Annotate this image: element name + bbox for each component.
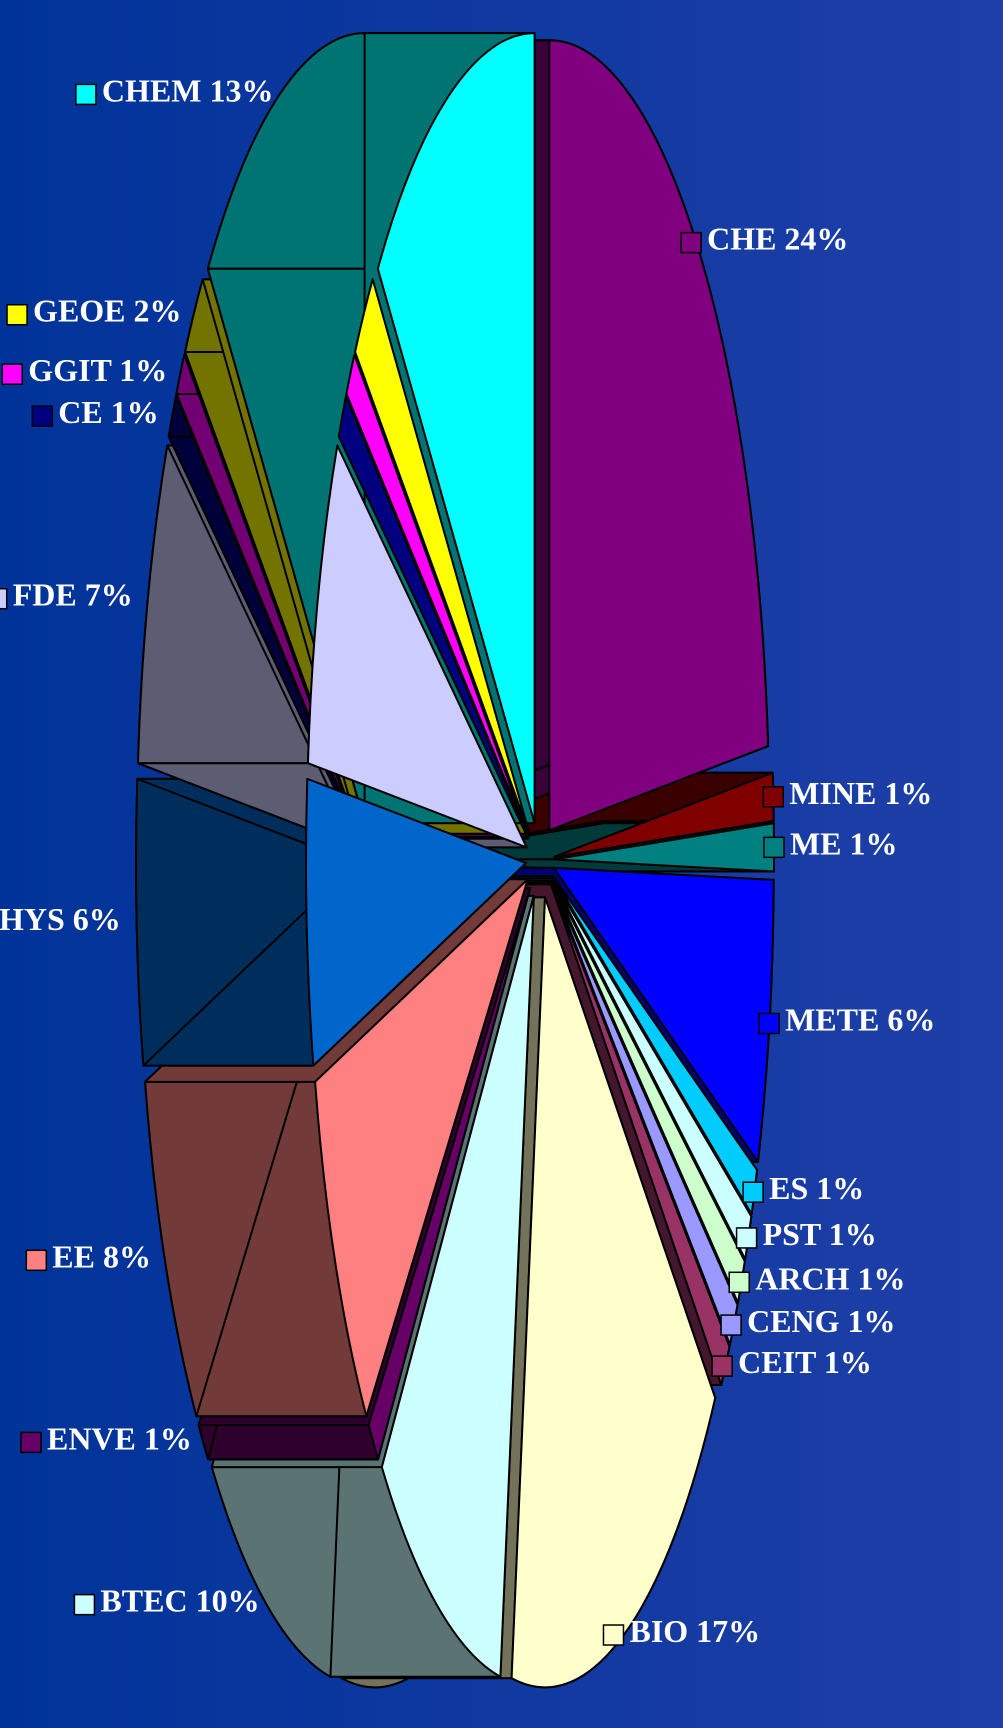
data-label: BIO 17%: [629, 1613, 760, 1649]
data-label: MINE 1%: [789, 775, 932, 811]
data-label: FDE 7%: [13, 577, 133, 613]
category-label: ENVE: [47, 1421, 136, 1457]
value-label: 1%: [850, 826, 898, 862]
slice-tops: [305, 32, 775, 1689]
value-label: 1%: [144, 1421, 192, 1457]
category-label: PST: [763, 1216, 821, 1252]
legend-swatch: [758, 1012, 780, 1035]
value-label: 1%: [119, 353, 167, 389]
legend-swatch: [680, 231, 702, 254]
value-label: 1%: [824, 1344, 872, 1380]
value-label: 24%: [784, 221, 848, 257]
legend-swatch: [602, 1624, 625, 1646]
value-label: 1%: [816, 1171, 864, 1207]
legend-swatch: [1, 363, 24, 385]
legend-swatch: [762, 786, 785, 808]
legend-swatch: [25, 1249, 48, 1272]
data-label: CHEM 13%: [102, 73, 274, 109]
data-label: ENVE 1%: [47, 1421, 192, 1457]
data-label: ARCH 1%: [755, 1261, 905, 1297]
legend-swatch: [728, 1271, 750, 1294]
data-label: METE 6%: [785, 1002, 935, 1038]
value-label: 1%: [111, 394, 159, 430]
data-label: CENG 1%: [747, 1303, 895, 1339]
slice: [367, 887, 532, 1461]
category-label: ME: [790, 826, 842, 862]
legend-swatch: [763, 836, 785, 859]
data-label: GEOE 2%: [33, 293, 181, 329]
category-label: CHE: [707, 221, 776, 257]
slice: [314, 878, 529, 1418]
value-label: 6%: [73, 902, 121, 938]
category-label: CENG: [747, 1303, 840, 1339]
category-label: GGIT: [28, 353, 111, 389]
data-label: EE 8%: [52, 1239, 151, 1275]
data-label: PHYS 6%: [0, 902, 121, 938]
category-label: METE: [785, 1002, 879, 1038]
data-label: GGIT 1%: [28, 353, 167, 389]
category-label: BIO: [629, 1613, 688, 1649]
value-label: 10%: [196, 1583, 260, 1619]
category-label: CE: [58, 394, 102, 430]
slice: [380, 894, 535, 1678]
value-label: 8%: [103, 1239, 151, 1275]
category-label: ARCH: [755, 1261, 849, 1297]
data-label: CE 1%: [58, 394, 158, 430]
legend-swatch: [6, 303, 28, 326]
category-label: GEOE: [33, 293, 125, 329]
category-label: ES: [769, 1171, 808, 1207]
value-label: 13%: [209, 73, 273, 109]
slice: [305, 777, 528, 1067]
value-label: 1%: [829, 1216, 877, 1252]
data-label: BTEC 10%: [100, 1583, 259, 1619]
data-label: CEIT 1%: [738, 1344, 872, 1380]
slice: [354, 278, 531, 835]
legend-swatch: [75, 83, 97, 106]
data-label: CHE 24%: [707, 221, 848, 257]
category-label: PHYS: [0, 902, 65, 938]
data-label: ES 1%: [769, 1171, 864, 1207]
data-label: PST 1%: [763, 1216, 877, 1252]
value-label: 7%: [85, 577, 133, 613]
category-label: CHEM: [102, 73, 202, 109]
slice: [376, 32, 536, 825]
value-label: 1%: [848, 1303, 896, 1339]
value-label: 2%: [134, 293, 182, 329]
value-label: 1%: [857, 1261, 905, 1297]
value-label: 1%: [884, 775, 932, 811]
category-label: EE: [52, 1239, 95, 1275]
category-label: BTEC: [100, 1583, 187, 1619]
legend-swatch: [711, 1355, 733, 1377]
value-label: 6%: [887, 1002, 935, 1038]
legend-swatch: [73, 1593, 96, 1616]
category-label: MINE: [789, 775, 876, 811]
legend-swatch: [735, 1227, 758, 1249]
slice: [345, 353, 530, 838]
category-label: CEIT: [738, 1344, 816, 1380]
labels: CHE 24%MINE 1%ME 1%METE 6%ES 1%PST 1%ARC…: [0, 73, 935, 1649]
legend-swatch: [20, 1431, 42, 1454]
slice: [306, 444, 528, 849]
slice: [337, 394, 530, 840]
legend-swatch: [742, 1181, 764, 1203]
legend-swatch: [720, 1314, 742, 1336]
legend-swatch: [31, 405, 54, 427]
data-label: ME 1%: [790, 826, 898, 862]
value-label: 17%: [696, 1613, 760, 1649]
category-label: FDE: [13, 577, 77, 613]
legend-swatch: [0, 587, 8, 610]
